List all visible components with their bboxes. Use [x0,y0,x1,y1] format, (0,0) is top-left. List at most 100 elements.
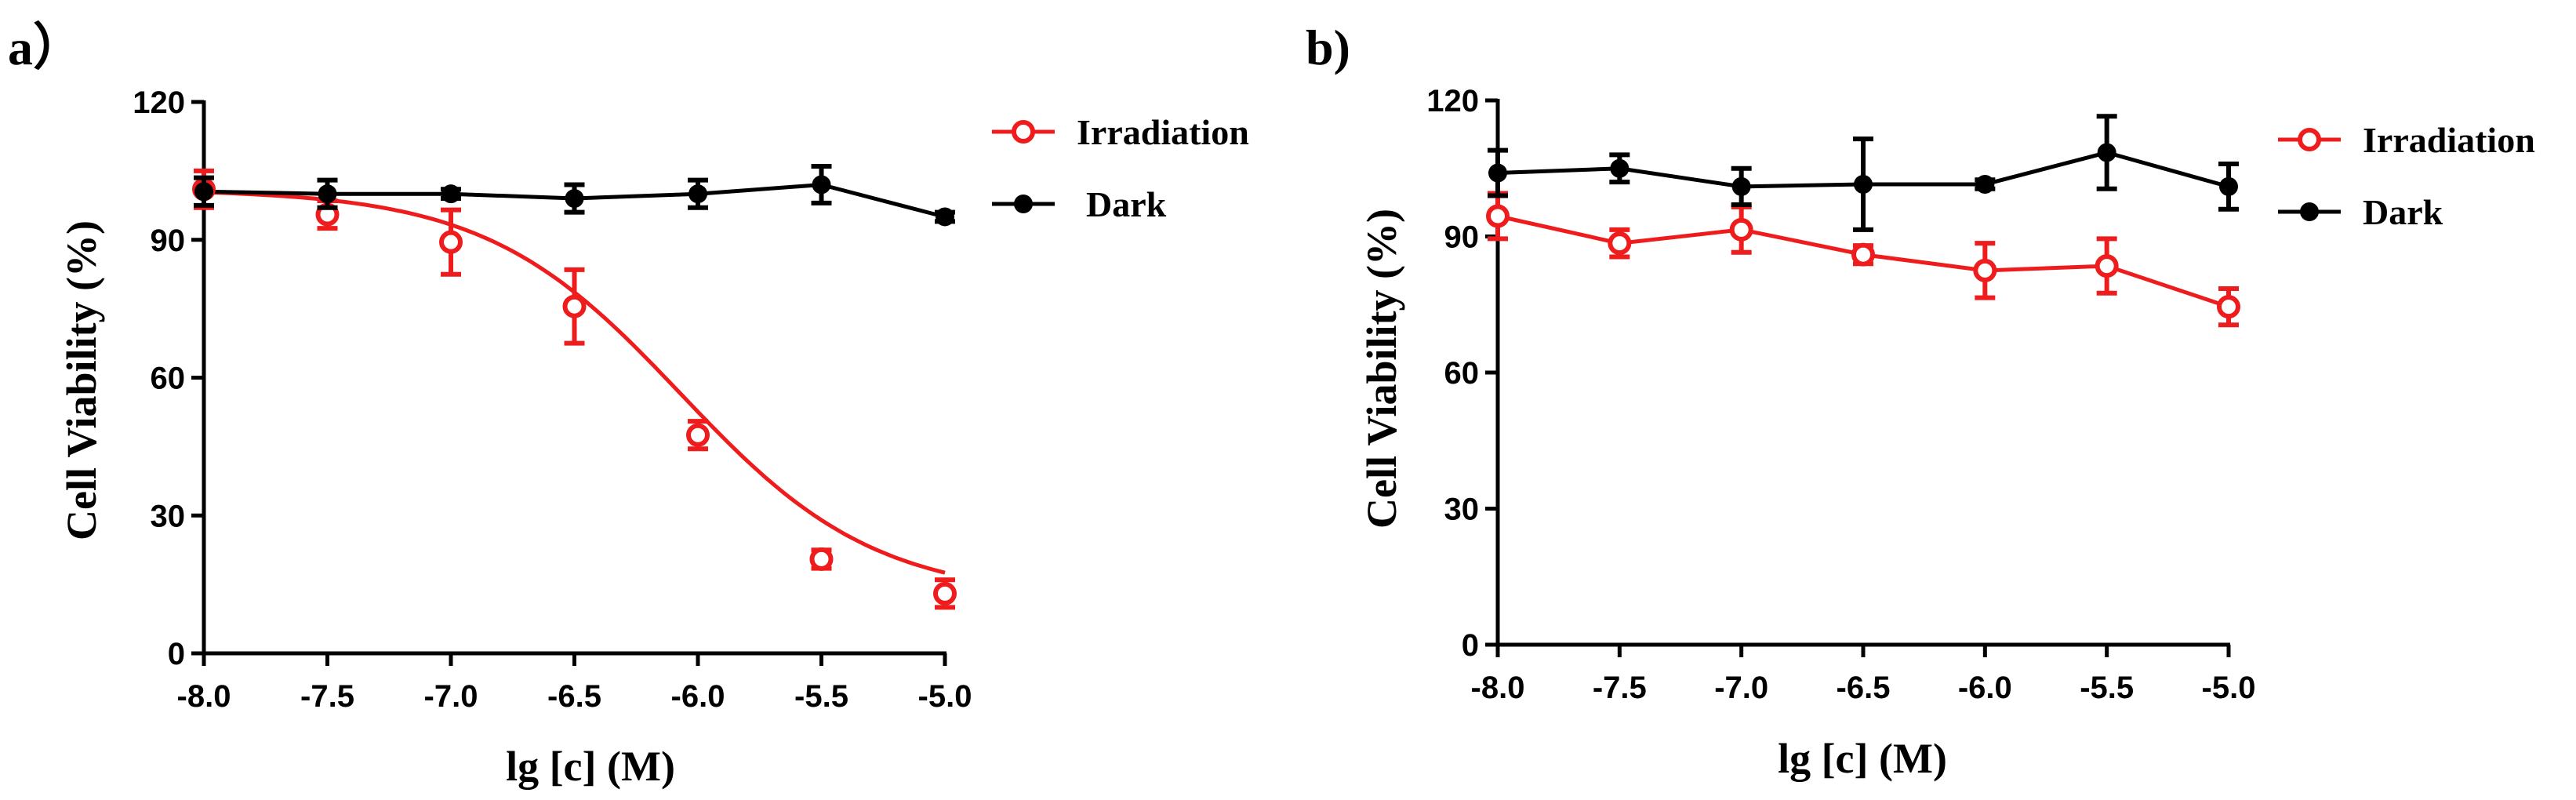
ticks-a: 0 30 60 90 120 -8.0 -7.5 -7.0 -6.5 -6.0 -5.5 -5.0 [133,85,972,714]
data-point-dark [317,177,338,210]
marker-filled-circle [194,182,213,202]
data-point-dark [935,207,955,227]
data-point-irradiation [1973,241,1997,300]
data-point-dark [441,184,461,204]
data-point-dark [1488,147,1508,198]
data-point-irradiation [1608,227,1632,260]
y-tick-label: 0 [168,637,185,671]
marker-open-circle [2217,295,2240,319]
y-tick-label: 90 [151,224,186,258]
marker-filled-circle [1610,158,1630,178]
x-tick-label: -8.0 [1471,671,1525,705]
x-tick-label: -6.5 [547,679,601,714]
panel-b: b) Cell Viability (%) lg [c] (M) 0 30 60 90… [1306,20,2535,782]
marker-open-circle [1729,217,1753,242]
y-tick-label: 120 [1426,84,1479,118]
data-point-irradiation [1486,191,1510,242]
data-point-dark [2218,161,2239,212]
y-tick-label: 30 [1444,493,1480,527]
data-point-dark [1731,165,1752,208]
data-point-irradiation [562,267,587,346]
points-a [192,164,957,610]
x-tick-label: -5.5 [2080,671,2134,705]
marker-filled-circle [689,184,707,204]
x-tick-label: -7.5 [1593,671,1647,705]
marker-open-circle [2095,254,2119,278]
marker-filled-circle [1488,163,1507,183]
data-point-irradiation [2217,286,2240,328]
x-tick-label: -6.0 [1958,671,2012,705]
marker-filled-circle [812,175,831,195]
legend-item-dark: Dark [992,184,1167,224]
x-tick-label: -8.0 [177,679,231,714]
panel-label-b: b) [1306,20,1350,75]
y-tick-label: 60 [1444,356,1480,391]
marker-filled-circle [936,207,954,227]
legend-marker [1012,120,1035,144]
panel-a: a） Cell Viability (%) lg [c] (M) 0 30 60 90… [8,20,1249,790]
data-point-dark [2096,114,2117,191]
panel-label-a: a） [8,20,83,75]
marker-open-circle [1973,258,1997,282]
data-point-dark [564,182,585,215]
legend-label: Irradiation [1077,112,1249,152]
marker-open-circle [809,547,834,571]
data-point-irradiation [2095,236,2119,296]
x-tick-label: -7.0 [424,679,478,714]
data-point-dark [811,164,832,205]
x-tick-label: -7.5 [300,679,354,714]
legend-item-irradiation: Irradiation [992,112,1249,152]
marker-open-circle [1851,242,1875,267]
legend-label: Irradiation [2363,120,2535,160]
data-point-irradiation [686,419,710,452]
x-axis-title-b: lg [c] (M) [1778,735,1947,782]
marker-filled-circle [1731,176,1751,196]
x-tick-label: -6.5 [1837,671,1891,705]
x-tick-label: -5.0 [918,679,972,714]
y-tick-label: 120 [133,85,185,120]
data-point-irradiation [1729,204,1753,255]
marker-open-circle [1608,231,1632,256]
y-tick-label: 30 [151,499,186,533]
x-tick-label: -5.0 [2202,671,2256,705]
series-line-irradiation [203,190,946,575]
data-point-dark [1609,152,1630,185]
data-point-dark [688,177,708,210]
data-point-irradiation [1851,242,1875,267]
ticks-b: 0 30 60 90 120 -8.0 -7.5 -7.0 -6.5 -6.0 -5.5 -5.0 [1426,84,2255,705]
data-point-dark [194,175,214,208]
y-tick-label: 60 [151,362,186,396]
marker-filled-circle [565,189,584,209]
points-b [1486,114,2240,328]
marker-filled-circle [318,184,337,204]
x-tick-label: -6.0 [671,679,725,714]
legend-item-irradiation: Irradiation [2278,120,2535,160]
legend-marker [1014,195,1033,213]
x-tick-label: -5.5 [794,679,848,714]
marker-open-circle [1486,204,1510,228]
legend-label: Dark [1086,184,1167,224]
marker-filled-circle [2097,143,2116,162]
marker-open-circle [933,581,957,605]
legend-marker [2298,128,2321,151]
x-tick-label: -7.0 [1714,671,1768,705]
curves-a [203,182,946,575]
y-tick-label: 90 [1444,220,1480,255]
data-point-irradiation [439,207,463,277]
data-point-irradiation [809,547,834,571]
data-point-irradiation [933,577,957,610]
x-axis-title-a: lg [c] (M) [506,743,675,790]
legend-marker [2300,202,2319,221]
data-point-dark [1853,136,1873,232]
marker-filled-circle [1975,174,1995,194]
legend-label: Dark [2363,192,2443,232]
y-axis-title-b: Cell Viability (%) [1358,209,1405,529]
y-tick-label: 0 [1462,628,1479,663]
marker-filled-circle [1854,174,1873,194]
marker-filled-circle [2219,176,2238,196]
marker-open-circle [562,294,587,318]
marker-open-circle [439,230,463,254]
marker-filled-circle [441,184,460,204]
legend-a: Irradiation Dark [992,112,1249,224]
